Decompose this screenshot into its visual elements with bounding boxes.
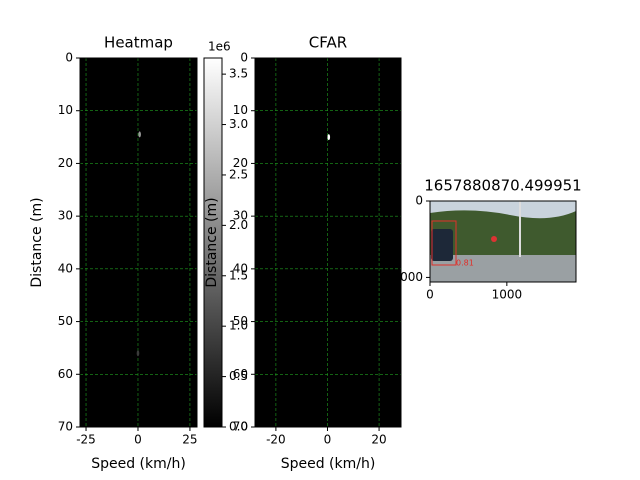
y-tick-label: 10: [58, 103, 73, 117]
y-tick-label: 70: [233, 420, 248, 434]
axes-frame: [254, 57, 402, 428]
photo: 0.81: [430, 201, 576, 282]
axes-title: Heatmap: [104, 34, 173, 52]
y-tick-label: 10: [233, 103, 248, 117]
plot-background: [80, 58, 197, 427]
road: [430, 255, 576, 282]
colorbar-tick-label: 1.0: [229, 319, 248, 333]
y-axis-label: Distance (m): [204, 197, 220, 287]
axes-frame: [429, 200, 577, 283]
detection-box: [431, 220, 457, 266]
x-tick-label: 20: [371, 433, 386, 447]
y-tick-label: 0: [240, 51, 248, 65]
y-tick-label: 70: [58, 420, 73, 434]
x-tick-label: 0: [134, 433, 142, 447]
x-tick-label: -20: [266, 433, 286, 447]
hot-spot: [136, 350, 140, 357]
y-tick-label: 20: [233, 156, 248, 170]
plot-background: [255, 58, 401, 427]
x-axis-label: Speed (km/h): [91, 456, 186, 472]
axes-title: CFAR: [309, 34, 347, 52]
x-tick-label: 25: [182, 433, 197, 447]
colorbar-tick-label: 0.0: [229, 420, 248, 434]
colorbar-tick-label: 2.0: [229, 218, 248, 232]
x-tick-label: 0: [426, 288, 434, 302]
colorbar-tick-label: 1.5: [229, 268, 248, 282]
x-tick-label: 1000: [492, 288, 523, 302]
detection-score: 0.81: [456, 259, 474, 268]
y-tick-label: 40: [233, 261, 248, 275]
y-tick-label: 1000: [392, 270, 423, 284]
x-tick-label: -25: [76, 433, 96, 447]
y-tick-label: 0: [65, 51, 73, 65]
y-tick-label: 30: [233, 209, 248, 223]
trees: [430, 210, 576, 257]
y-axis-label: Distance (m): [29, 197, 45, 287]
colorbar-tick-label: 3.0: [229, 117, 248, 131]
hot-spot: [327, 134, 331, 141]
car: [431, 229, 453, 261]
y-tick-label: 40: [58, 261, 73, 275]
colorbar: [203, 57, 223, 428]
y-tick-label: 30: [58, 209, 73, 223]
colorbar-tick-label: 0.5: [229, 369, 248, 383]
colorbar-tick-label: 2.5: [229, 167, 248, 181]
hot-spot: [138, 131, 141, 138]
axes-title: 1657880870.499951: [424, 177, 581, 195]
axes-frame: [79, 57, 198, 428]
y-tick-label: 50: [233, 314, 248, 328]
colorbar-tick-label: 3.5: [229, 67, 248, 81]
offset-label: 1e6: [208, 40, 231, 54]
y-tick-label: 50: [58, 314, 73, 328]
y-tick-label: 60: [58, 367, 73, 381]
sign: [491, 236, 497, 242]
x-axis-label: Speed (km/h): [281, 456, 376, 472]
y-tick-label: 60: [233, 367, 248, 381]
y-tick-label: 20: [58, 156, 73, 170]
y-tick-label: 0: [415, 194, 423, 208]
x-tick-label: 0: [324, 433, 332, 447]
